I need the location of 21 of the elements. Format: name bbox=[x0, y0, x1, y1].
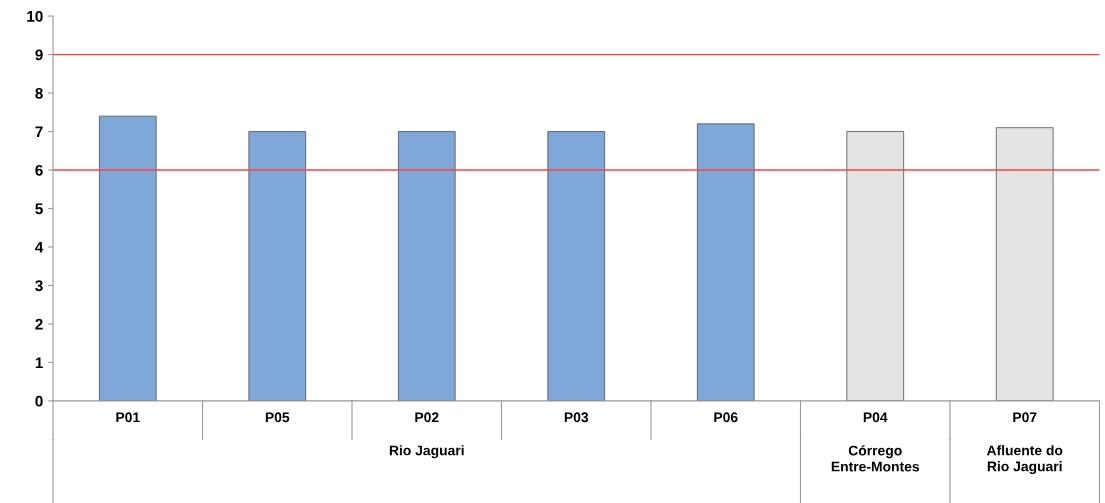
x-tick-label: P06 bbox=[714, 412, 738, 423]
y-tick-label: 1 bbox=[35, 357, 43, 368]
y-tick-label: 0 bbox=[35, 395, 43, 407]
x-tick-label: P04 bbox=[863, 412, 888, 423]
y-tick-label: 5 bbox=[35, 203, 43, 215]
y-tick-label: 2 bbox=[35, 318, 43, 330]
x-tick-label: P05 bbox=[265, 412, 290, 423]
x-tick-label: P03 bbox=[564, 412, 589, 423]
y-tick-label: 4 bbox=[35, 242, 44, 253]
x-tick-label: P07 bbox=[1013, 412, 1037, 423]
text: Rio Jaguari bbox=[389, 445, 464, 459]
x-tick-label: P02 bbox=[415, 412, 439, 423]
text: Afluente do Rio Jaguari bbox=[986, 445, 1063, 475]
y-tick-label: 9 bbox=[35, 49, 43, 61]
y-tick-label: 3 bbox=[35, 280, 43, 292]
text: Córrego Entre-Montes bbox=[831, 445, 920, 472]
y-tick-label: 7 bbox=[35, 126, 43, 138]
y-tick-label: 10 bbox=[27, 10, 43, 22]
y-tick-label: 8 bbox=[35, 87, 43, 99]
y-tick-label: 6 bbox=[35, 164, 43, 176]
x-tick-label: P01 bbox=[116, 412, 140, 423]
